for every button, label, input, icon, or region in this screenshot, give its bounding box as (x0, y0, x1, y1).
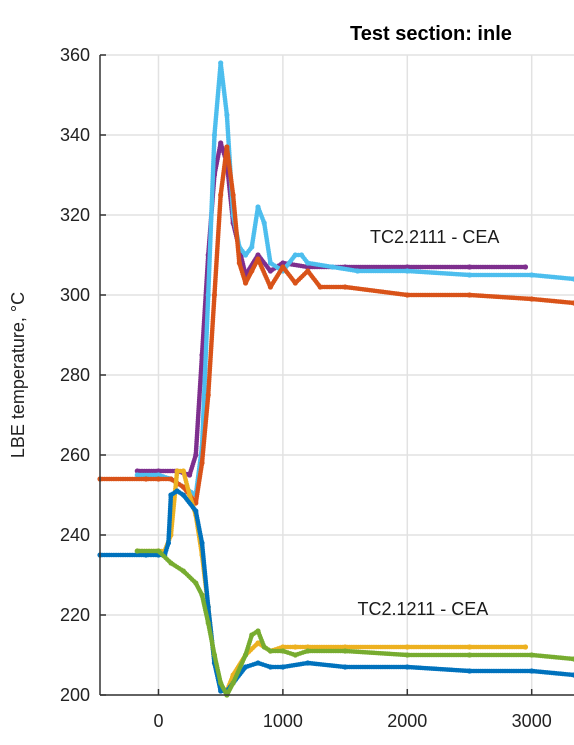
data-point (571, 300, 574, 306)
chart-title: Test section: inle (350, 23, 512, 45)
data-point (571, 672, 574, 678)
y-tick-label: 260 (60, 445, 90, 465)
y-tick-label: 220 (60, 605, 90, 625)
y-tick-label: 240 (60, 525, 90, 545)
axes (99, 54, 574, 696)
data-point (571, 276, 574, 282)
data-point (522, 644, 529, 650)
data-point (571, 656, 574, 662)
annotation-tc2-1211: TC2.1211 - CEA (358, 599, 489, 619)
series-2 (97, 144, 574, 506)
series-5 (134, 548, 574, 698)
data-series (97, 60, 574, 698)
series-4 (97, 488, 574, 694)
y-tick-label: 320 (60, 205, 90, 225)
y-tick-label: 360 (60, 45, 90, 65)
x-tick-label: 1000 (263, 711, 303, 731)
x-tick-label: 2000 (387, 711, 427, 731)
y-tick-label: 280 (60, 365, 90, 385)
data-point (522, 264, 529, 270)
y-tick-label: 340 (60, 125, 90, 145)
tick-labels: 200 220 240 260 280 300 320 340 360 0 1000 2000 3000 (60, 45, 552, 731)
y-tick-label: 300 (60, 285, 90, 305)
y-axis-label: LBE temperature, °C (8, 292, 28, 458)
x-tick-label: 3000 (512, 711, 552, 731)
y-tick-label: 200 (60, 685, 90, 705)
grid-lines (100, 54, 574, 696)
x-tick-label: 0 (153, 711, 163, 731)
annotation-tc2-2111: TC2.2111 - CEA (370, 227, 499, 247)
